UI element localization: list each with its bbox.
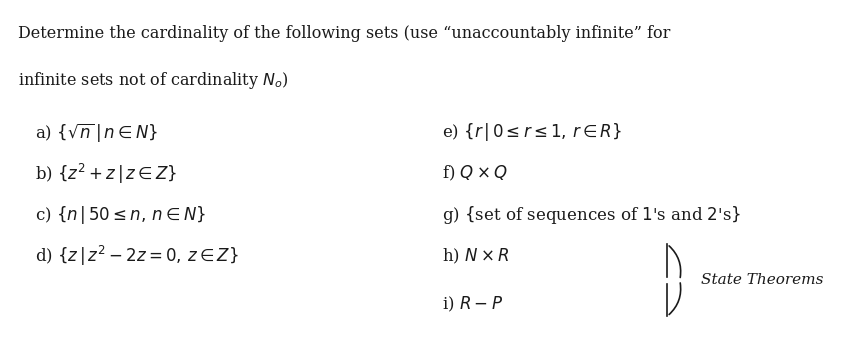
Text: a) $\{\sqrt{n}\,|\,n \in N\}$: a) $\{\sqrt{n}\,|\,n \in N\}$	[35, 121, 159, 144]
Text: c) $\{n\,|\, 50 \leq n,\, n \in N\}$: c) $\{n\,|\, 50 \leq n,\, n \in N\}$	[35, 204, 207, 226]
Text: h) $N \times R$: h) $N \times R$	[442, 246, 510, 266]
Text: f) $Q \times Q$: f) $Q \times Q$	[442, 164, 508, 183]
Text: d) $\{z\,|\, z^2 - 2z = 0,\, z \in Z\}$: d) $\{z\,|\, z^2 - 2z = 0,\, z \in Z\}$	[35, 244, 239, 268]
Text: e) $\{r\,|\,0 \leq r \leq 1,\, r \in R\}$: e) $\{r\,|\,0 \leq r \leq 1,\, r \in R\}…	[442, 121, 622, 143]
Text: i) $R - P$: i) $R - P$	[442, 295, 503, 314]
Text: b) $\{z^2 + z\,|\, z \in Z\}$: b) $\{z^2 + z\,|\, z \in Z\}$	[35, 161, 177, 186]
Text: Determine the cardinality of the following sets (use “unaccountably infinite” fo: Determine the cardinality of the followi…	[18, 25, 671, 42]
Text: g) $\{$set of sequences of $1$'s and $2$'s$\}$: g) $\{$set of sequences of $1$'s and $2$…	[442, 204, 741, 226]
Text: State Theorems: State Theorems	[701, 273, 824, 287]
Text: infinite sets not of cardinality $N_o$): infinite sets not of cardinality $N_o$)	[18, 70, 289, 91]
